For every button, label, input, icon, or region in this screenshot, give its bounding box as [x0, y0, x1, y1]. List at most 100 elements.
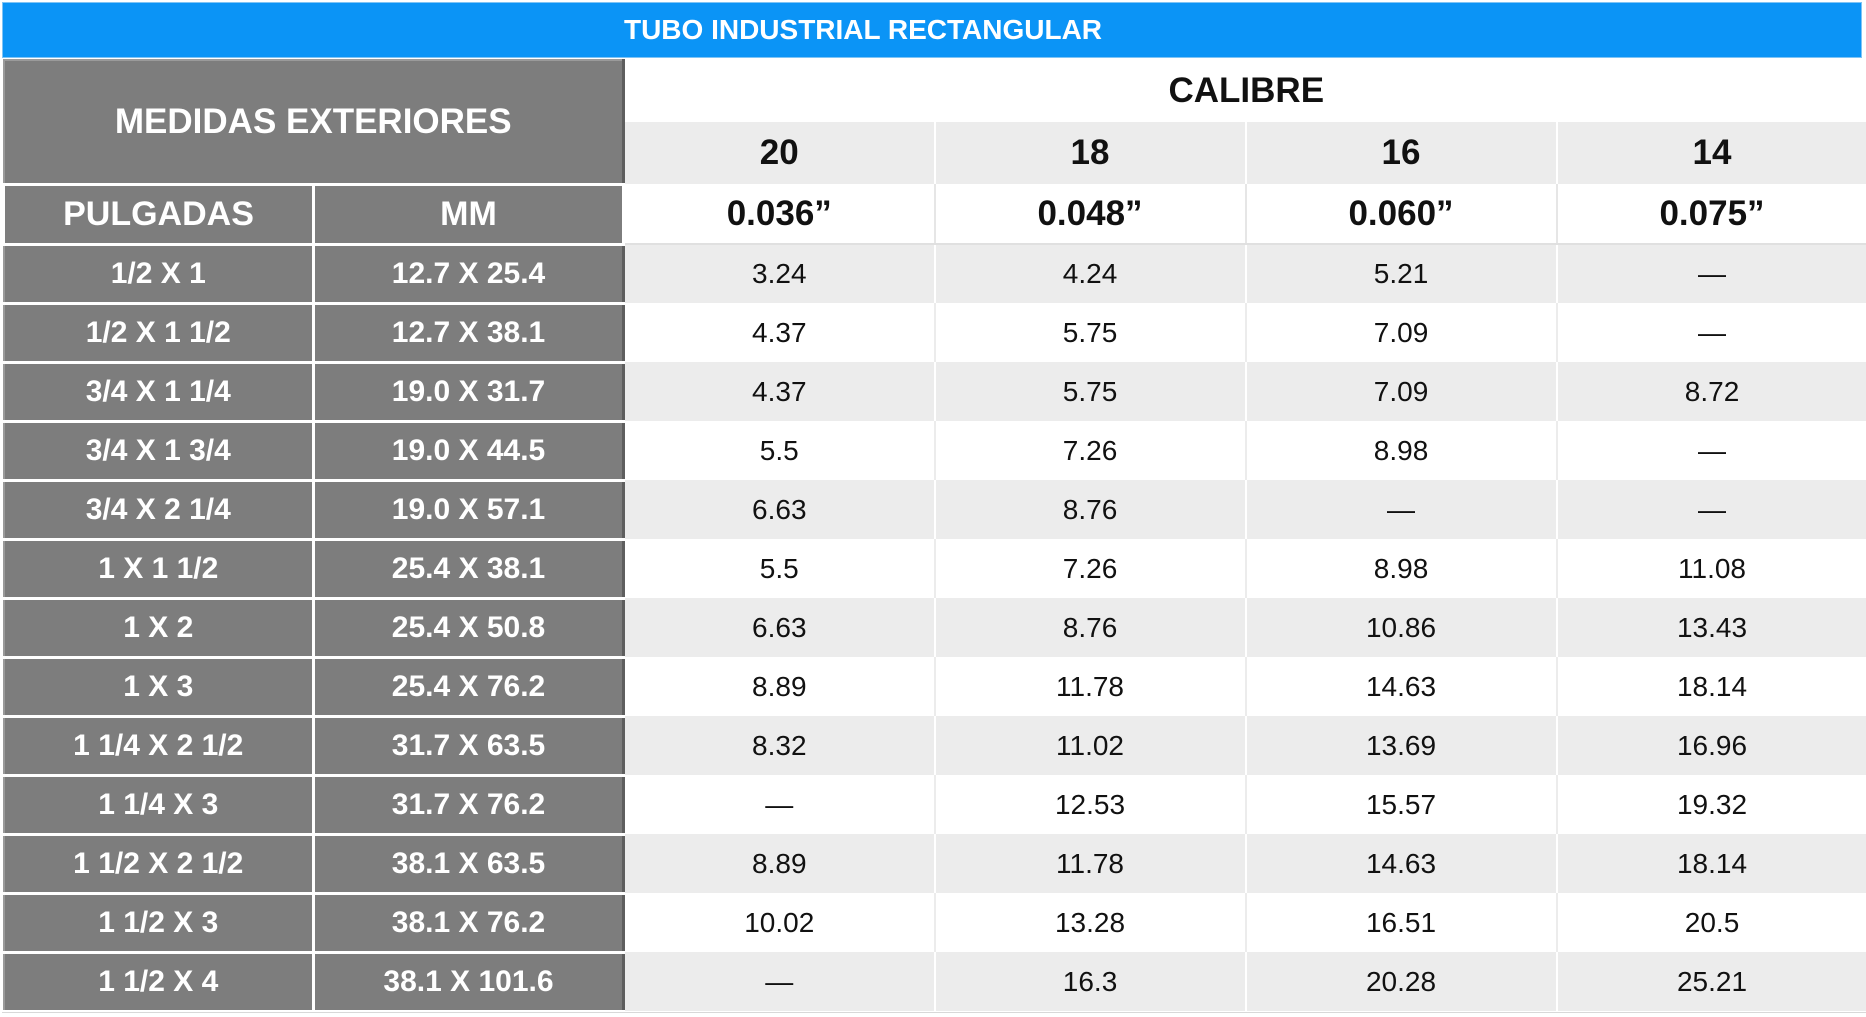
weight-value-cell: 15.57 — [1244, 775, 1558, 834]
row-mm-cell: 38.1 X 76.2 — [311, 891, 626, 954]
weight-value-cell: 10.86 — [1244, 598, 1558, 657]
table-row: 1 1/4 X 3 31.7 X 76.2—12.53 15.57 19.32 — [2, 773, 1866, 836]
thickness-header: 0.048” — [933, 184, 1247, 245]
weight-value-cell: 7.09 — [1244, 362, 1558, 421]
calibre-header: CALIBRE — [623, 60, 1866, 122]
thickness-header: 0.060” — [1244, 184, 1558, 245]
weight-value-cell: 8.72 — [1555, 362, 1866, 421]
row-inches-cell: 1/2 X 1 — [2, 242, 315, 305]
weight-value-cell: 16.3 — [933, 952, 1247, 1011]
weight-value-cell: 16.96 — [1555, 716, 1866, 775]
header-row-units: PULGADAS MM 0.036” 0.048” 0.060” 0.075” — [2, 182, 1866, 246]
row-mm-cell: 12.7 X 38.1 — [311, 301, 626, 364]
weight-value-cell: 14.63 — [1244, 834, 1558, 893]
weight-value-cell: 6.63 — [622, 480, 936, 539]
bottom-divider — [2, 1012, 1866, 1013]
gauge-header: 16 — [1244, 122, 1558, 184]
weight-value-cell: — — [622, 952, 936, 1011]
weight-value-cell: 8.32 — [622, 716, 936, 775]
weight-value-cell: 20.5 — [1555, 893, 1866, 952]
table-row: 1 1/2 X 4 38.1 X 101.6—16.3 20.28 25.21 — [2, 950, 1866, 1013]
row-mm-cell: 25.4 X 38.1 — [311, 537, 626, 600]
weight-value-cell: 7.26 — [933, 539, 1247, 598]
weight-value-cell: 5.21 — [1244, 244, 1558, 303]
row-inches-cell: 1 1/2 X 2 1/2 — [2, 832, 315, 895]
row-inches-cell: 3/4 X 1 3/4 — [2, 419, 315, 482]
table-row: 3/4 X 1 3/4 19.0 X 44.5 5.5 7.26 8.98— — [2, 419, 1866, 482]
weight-value-cell: 13.43 — [1555, 598, 1866, 657]
table-title-bar: TUBO INDUSTRIAL RECTANGULAR — [2, 2, 1862, 58]
row-inches-cell: 1/2 X 1 1/2 — [2, 301, 315, 364]
weight-value-cell: 13.69 — [1244, 716, 1558, 775]
weight-value-cell: 4.24 — [933, 244, 1247, 303]
row-mm-cell: 12.7 X 25.4 — [311, 242, 626, 305]
table-row: 1/2 X 1 1/2 12.7 X 38.1 4.37 5.75 7.09— — [2, 301, 1866, 364]
row-inches-cell: 1 X 1 1/2 — [2, 537, 315, 600]
medidas-exteriores-header: MEDIDAS EXTERIORES — [2, 59, 626, 186]
weight-value-cell: — — [1555, 303, 1866, 362]
table-title: TUBO INDUSTRIAL RECTANGULAR — [623, 14, 1103, 45]
weight-value-cell: 7.09 — [1244, 303, 1558, 362]
row-mm-cell: 25.4 X 76.2 — [311, 655, 626, 718]
row-mm-cell: 19.0 X 31.7 — [311, 360, 626, 423]
row-inches-cell: 1 1/2 X 4 — [2, 950, 315, 1013]
table-row: 1 1/4 X 2 1/2 31.7 X 63.5 8.32 11.02 13.69 16… — [2, 714, 1866, 777]
row-inches-cell: 3/4 X 2 1/4 — [2, 478, 315, 541]
table-row: 1/2 X 1 12.7 X 25.4 3.24 4.24 5.21— — [2, 242, 1866, 305]
gauge-header: 20 — [622, 122, 936, 184]
weight-value-cell: 19.32 — [1555, 775, 1866, 834]
row-inches-cell: 1 X 2 — [2, 596, 315, 659]
weight-value-cell: 25.21 — [1555, 952, 1866, 1011]
row-mm-cell: 19.0 X 44.5 — [311, 419, 626, 482]
row-mm-cell: 38.1 X 63.5 — [311, 832, 626, 895]
row-inches-cell: 1 1/4 X 3 — [2, 773, 315, 836]
table-row: 1 1/2 X 2 1/2 38.1 X 63.5 8.89 11.78 14.63 18… — [2, 832, 1866, 895]
table-body: 1/2 X 1 12.7 X 25.4 3.24 4.24 5.21—1/2 X 1 1… — [2, 242, 1866, 1013]
weight-value-cell: 12.53 — [933, 775, 1247, 834]
row-inches-cell: 1 1/2 X 3 — [2, 891, 315, 954]
thickness-header: 0.036” — [622, 184, 936, 245]
weight-value-cell: — — [1555, 421, 1866, 480]
table-row: 1 X 3 25.4 X 76.2 8.89 11.78 14.63 18.14 — [2, 655, 1866, 718]
weight-value-cell: 11.78 — [933, 657, 1247, 716]
weight-value-cell: 13.28 — [933, 893, 1247, 952]
weight-value-cell: 6.63 — [622, 598, 936, 657]
weight-value-cell: 5.75 — [933, 303, 1247, 362]
weight-value-cell: 8.76 — [933, 598, 1247, 657]
weight-value-cell: 4.37 — [622, 362, 936, 421]
row-mm-cell: 31.7 X 63.5 — [311, 714, 626, 777]
weight-value-cell: 10.02 — [622, 893, 936, 952]
gauge-header: 18 — [933, 122, 1247, 184]
row-mm-cell: 31.7 X 76.2 — [311, 773, 626, 836]
table-row: 3/4 X 1 1/4 19.0 X 31.7 4.37 5.75 7.09 8.72 — [2, 360, 1866, 423]
weight-value-cell: 16.51 — [1244, 893, 1558, 952]
weight-value-cell: 3.24 — [622, 244, 936, 303]
weight-value-cell: 11.08 — [1555, 539, 1866, 598]
row-inches-cell: 3/4 X 1 1/4 — [2, 360, 315, 423]
weight-value-cell: 4.37 — [622, 303, 936, 362]
weight-value-cell: 11.02 — [933, 716, 1247, 775]
weight-value-cell: 5.5 — [622, 539, 936, 598]
row-inches-cell: 1 X 3 — [2, 655, 315, 718]
weight-value-cell: 11.78 — [933, 834, 1247, 893]
weight-value-cell: 8.98 — [1244, 539, 1558, 598]
table-row: 3/4 X 2 1/4 19.0 X 57.1 6.63 8.76— — — [2, 478, 1866, 541]
table-row: 1 X 2 25.4 X 50.8 6.63 8.76 10.86 13.43 — [2, 596, 1866, 659]
weight-value-cell: — — [1555, 480, 1866, 539]
header-row-gauges: 20 18 16 14 — [4, 122, 1866, 184]
row-mm-cell: 25.4 X 50.8 — [311, 596, 626, 659]
weight-value-cell: 5.75 — [933, 362, 1247, 421]
weight-value-cell: 8.76 — [933, 480, 1247, 539]
weight-value-cell: 14.63 — [1244, 657, 1558, 716]
weight-value-cell: 18.14 — [1555, 834, 1866, 893]
row-mm-cell: 38.1 X 101.6 — [311, 950, 626, 1013]
weight-value-cell: 8.98 — [1244, 421, 1558, 480]
row-mm-cell: 19.0 X 57.1 — [311, 478, 626, 541]
row-inches-cell: 1 1/4 X 2 1/2 — [2, 714, 315, 777]
table-row: 1 1/2 X 3 38.1 X 76.2 10.02 13.28 16.51 20.5 — [2, 891, 1866, 954]
mm-header: MM — [311, 182, 626, 246]
weight-value-cell: 8.89 — [622, 657, 936, 716]
pulgadas-header: PULGADAS — [2, 182, 315, 246]
weight-value-cell: 20.28 — [1244, 952, 1558, 1011]
